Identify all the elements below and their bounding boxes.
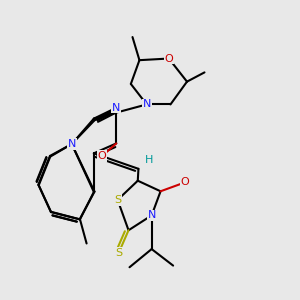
Text: N: N bbox=[112, 103, 121, 113]
Text: S: S bbox=[114, 195, 121, 205]
Text: O: O bbox=[164, 53, 173, 64]
Text: N: N bbox=[148, 210, 156, 220]
Text: S: S bbox=[115, 248, 122, 258]
Text: N: N bbox=[68, 139, 76, 149]
Text: O: O bbox=[98, 151, 106, 161]
Text: H: H bbox=[145, 155, 154, 165]
Text: O: O bbox=[181, 177, 189, 188]
Text: N: N bbox=[142, 99, 151, 110]
